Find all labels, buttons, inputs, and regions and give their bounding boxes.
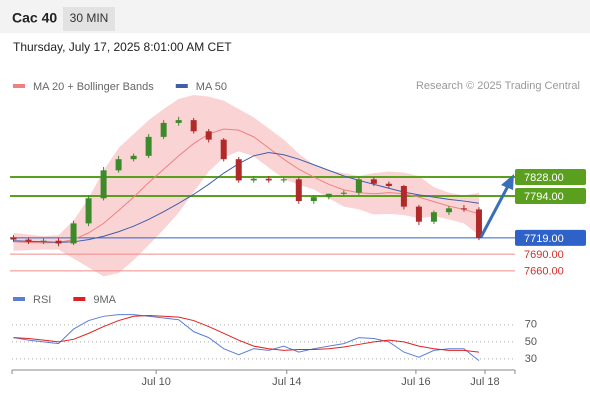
x-tick-label: Jul 18: [470, 376, 499, 388]
x-tick-label: Jul 16: [401, 376, 430, 388]
legend-swatch: [73, 297, 86, 301]
candle-body: [325, 193, 332, 198]
level-box: [515, 229, 586, 246]
level-label: 7660.00: [524, 266, 564, 278]
legend-swatch: [13, 84, 25, 88]
candle-body: [430, 212, 437, 222]
y-tick-label: 70: [525, 319, 537, 331]
candle-body: [295, 179, 302, 202]
level-box: [515, 169, 586, 186]
candle-body: [340, 192, 347, 194]
arrow-head: [501, 174, 514, 190]
candle-body: [130, 155, 137, 160]
legend-swatch: [13, 297, 25, 301]
candle-body: [55, 240, 62, 244]
legend-label: MA 50: [196, 81, 227, 93]
level-label: 7828.00: [524, 172, 564, 184]
y-tick-label: 50: [525, 336, 537, 348]
candle-body: [70, 223, 77, 244]
x-tick-label: Jul 14: [272, 376, 301, 388]
indicator-line: [13, 314, 480, 353]
candle-body: [235, 159, 242, 181]
level-box: [515, 188, 586, 205]
candle-body: [475, 209, 482, 238]
instrument-title: Cac 40: [12, 10, 57, 26]
level-label: 7719.00: [524, 233, 564, 245]
candle-body: [115, 159, 122, 171]
candle-body: [265, 178, 272, 181]
arrow-shaft: [479, 185, 510, 238]
candle-body: [460, 208, 467, 210]
candle-body: [85, 198, 92, 224]
candle-body: [400, 185, 407, 207]
legend-label: RSI: [33, 294, 51, 306]
candle-body: [385, 183, 392, 186]
legend-label: MA 20 + Bollinger Bands: [33, 81, 154, 93]
candle-body: [220, 139, 227, 160]
candle-body: [445, 208, 452, 213]
candle-body: [355, 179, 362, 193]
legend-label: 9MA: [93, 294, 116, 306]
candle-body: [25, 239, 32, 242]
x-tick-label: Jul 10: [141, 376, 170, 388]
candle-body: [280, 179, 287, 181]
indicator-line: [13, 314, 480, 362]
level-label: 7794.00: [524, 191, 564, 203]
forecast-arrow: [479, 174, 514, 238]
candle-body: [145, 136, 152, 156]
interval-badge[interactable]: [63, 7, 115, 31]
candle-body: [175, 120, 182, 123]
candle-body: [205, 131, 212, 140]
legend-swatch: [175, 84, 188, 88]
level-label: 7690.00: [524, 249, 564, 261]
source: Research © 2025 Trading Central: [416, 80, 580, 92]
candle-body: [310, 197, 317, 202]
candle-body: [190, 120, 197, 132]
candle-body: [415, 206, 422, 222]
candle-body: [100, 170, 107, 199]
interval-label[interactable]: 30 MIN: [70, 11, 109, 25]
candle-body: [370, 179, 377, 184]
y-tick-label: 30: [525, 353, 537, 365]
candle-body: [40, 240, 47, 242]
bollinger-band: [13, 95, 479, 277]
candle-body: [10, 237, 17, 240]
timestamp: Thursday, July 17, 2025 8:01:00 AM CET: [13, 40, 232, 54]
candle-body: [160, 122, 167, 137]
candle-body: [250, 178, 257, 181]
